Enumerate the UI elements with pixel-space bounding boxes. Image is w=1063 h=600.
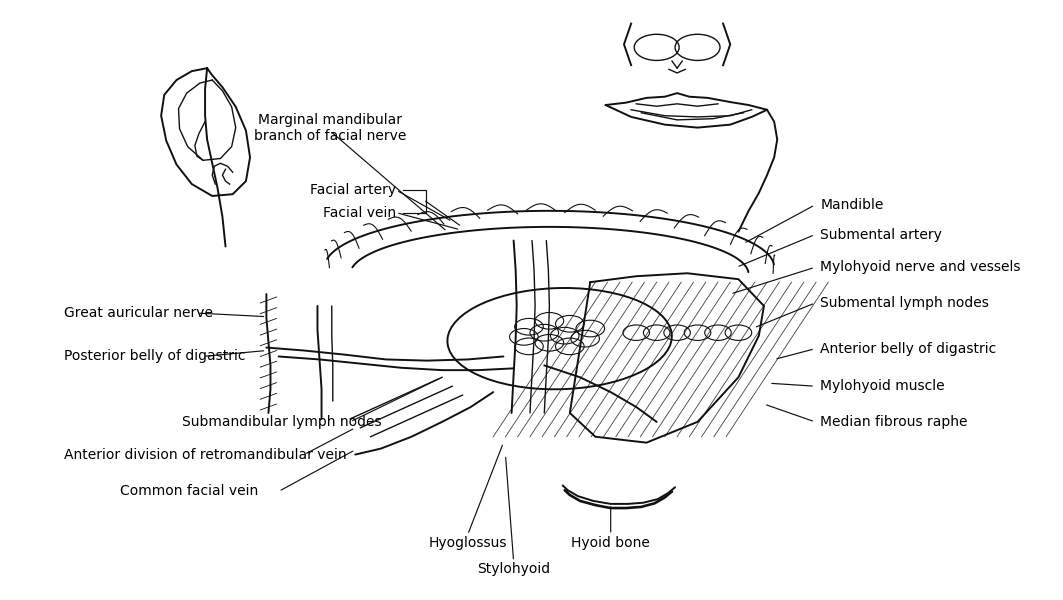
Text: Hyoglossus: Hyoglossus: [428, 536, 507, 550]
Text: Submandibular lymph nodes: Submandibular lymph nodes: [182, 415, 382, 429]
Text: Submental lymph nodes: Submental lymph nodes: [821, 296, 989, 310]
Text: Great auricular nerve: Great auricular nerve: [64, 306, 213, 320]
Text: Anterior belly of digastric: Anterior belly of digastric: [821, 342, 996, 356]
Text: Facial vein: Facial vein: [323, 206, 396, 220]
Text: Mylohyoid muscle: Mylohyoid muscle: [821, 379, 945, 393]
Text: Marginal mandibular
branch of facial nerve: Marginal mandibular branch of facial ner…: [254, 113, 406, 143]
Text: Facial artery: Facial artery: [310, 183, 396, 197]
Text: Submental artery: Submental artery: [821, 227, 942, 242]
Text: Stylohyoid: Stylohyoid: [477, 562, 551, 575]
Text: Mylohyoid nerve and vessels: Mylohyoid nerve and vessels: [821, 260, 1020, 274]
Text: Posterior belly of digastric: Posterior belly of digastric: [64, 349, 246, 364]
Text: Median fibrous raphe: Median fibrous raphe: [821, 415, 967, 429]
Text: Common facial vein: Common facial vein: [120, 484, 258, 499]
Text: Anterior division of retromandibular vein: Anterior division of retromandibular vei…: [64, 448, 347, 461]
Text: Mandible: Mandible: [821, 198, 883, 212]
Text: Hyoid bone: Hyoid bone: [571, 536, 651, 550]
